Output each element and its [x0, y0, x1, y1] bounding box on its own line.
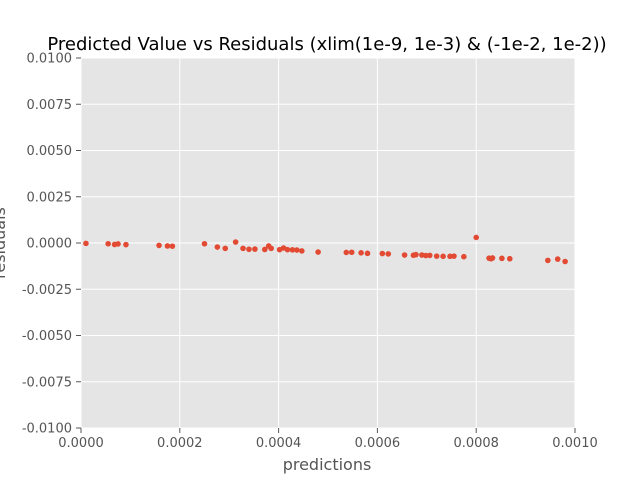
- chart-title: Predicted Value vs Residuals (xlim(1e-9,…: [47, 34, 606, 55]
- scatter-point: [499, 255, 505, 262]
- y-tick-label: 0.0050: [27, 144, 73, 159]
- scatter-point: [385, 251, 392, 257]
- scatter-point: [413, 251, 419, 258]
- scatter-point: [214, 244, 221, 250]
- scatter-point: [426, 252, 433, 259]
- ticks: 0.0000 0.0002 0.0004 0.0006 0.0008 0.0010 -0.0…: [22, 52, 598, 452]
- scatter-point: [451, 253, 457, 259]
- scatter-point: [401, 252, 408, 258]
- scatter-point: [289, 247, 296, 253]
- x-axis-label: predictions: [283, 455, 372, 474]
- x-tick-label: 0.0004: [256, 436, 302, 451]
- scatter-point: [156, 242, 162, 249]
- scatter-point: [164, 243, 171, 249]
- x-tick-label: 0.0010: [552, 436, 598, 451]
- scatter-point: [315, 249, 321, 255]
- scatter-point: [268, 245, 274, 252]
- y-tick-label: 0.0025: [27, 190, 73, 205]
- scatter-point: [115, 241, 121, 247]
- scatter-point: [169, 243, 176, 249]
- scatter-point: [123, 241, 129, 248]
- y-tick-label: -0.0050: [22, 329, 72, 344]
- scatter-series: [83, 234, 568, 265]
- y-tick-label: -0.0100: [22, 422, 72, 437]
- scatter-point: [348, 249, 355, 256]
- y-tick-label: 0.0100: [27, 52, 73, 67]
- scatter-point: [299, 248, 305, 254]
- scatter-point: [433, 253, 440, 259]
- scatter-point: [473, 234, 480, 241]
- scatter-point: [201, 240, 208, 247]
- scatter-point: [252, 246, 258, 252]
- x-tick-label: 0.0002: [157, 436, 203, 451]
- x-tick-label: 0.0000: [58, 436, 104, 451]
- grid: [80, 57, 576, 429]
- scatter-point: [240, 245, 246, 252]
- scatter-point: [554, 256, 561, 262]
- scatter-point: [562, 258, 568, 265]
- scatter-point: [358, 250, 364, 256]
- y-axis-label: residuals: [0, 207, 9, 279]
- scatter-point: [447, 253, 453, 260]
- scatter-point: [294, 247, 300, 253]
- scatter-point: [545, 257, 551, 264]
- scatter-point: [343, 249, 350, 256]
- scatter-point: [105, 240, 111, 247]
- scatter-point: [506, 255, 513, 262]
- x-tick-label: 0.0008: [453, 436, 499, 451]
- y-tick-label: -0.0075: [22, 375, 72, 390]
- y-tick-label: -0.0025: [22, 283, 72, 298]
- scatter-point: [284, 246, 291, 253]
- y-tick-label: 0.0000: [27, 237, 73, 252]
- scatter-point: [261, 246, 268, 253]
- scatter-point: [461, 253, 467, 260]
- scatter-point: [246, 246, 252, 253]
- y-tick-label: 0.0075: [27, 98, 73, 113]
- scatter-point: [440, 253, 446, 260]
- scatter-point: [364, 250, 371, 257]
- x-tick-label: 0.0006: [355, 436, 401, 451]
- scatter-point: [379, 250, 386, 257]
- scatter-point: [232, 239, 239, 245]
- scatter-point: [423, 252, 429, 259]
- scatter-point: [222, 245, 229, 252]
- scatter-point: [83, 240, 89, 247]
- scatter-point: [489, 255, 496, 261]
